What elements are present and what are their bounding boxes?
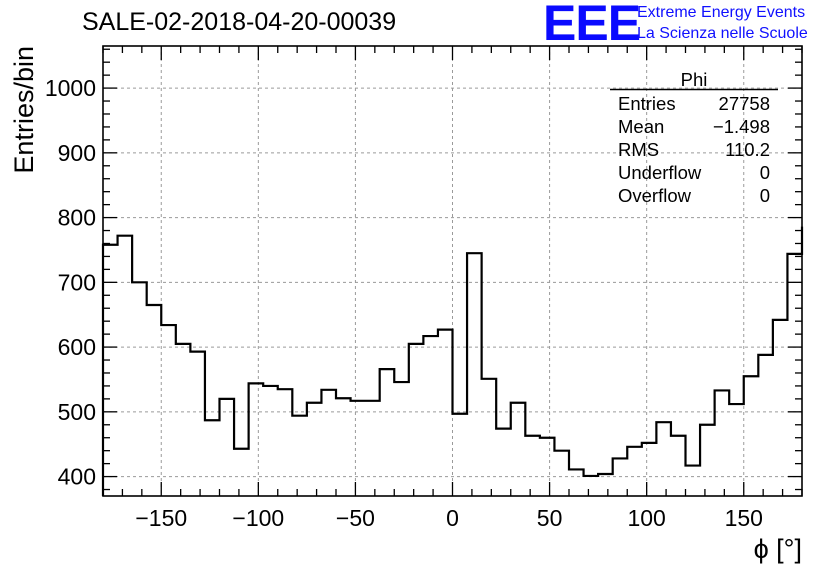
y-tick-label: 600 — [58, 334, 96, 360]
stats-label-entries: Entries — [618, 93, 676, 114]
y-tick-label: 1000 — [45, 75, 96, 101]
y-axis-title: Entries/bin — [9, 46, 39, 174]
x-tick-label: 50 — [537, 505, 563, 531]
stats-label-underflow: Underflow — [618, 162, 702, 183]
stats-value-underflow: 0 — [760, 162, 770, 183]
stats-value-entries: 27758 — [719, 93, 770, 114]
logo-text-line-2: La Scienza nelle Scuole — [637, 25, 808, 42]
axis-ticks — [102, 46, 803, 496]
x-tick-labels: −150 −100 −50 0 50 100 150 — [135, 505, 763, 531]
x-tick-label: 0 — [446, 505, 459, 531]
eee-logo: EEE — [543, 0, 641, 51]
stats-value-overflow: 0 — [760, 185, 770, 206]
stats-label-mean: Mean — [618, 116, 664, 137]
histogram-step-line — [101, 226, 804, 496]
logo-text-line-1: Extreme Energy Events — [637, 4, 806, 21]
x-axis-title: ϕ [°] — [754, 534, 802, 564]
x-tick-label: −150 — [135, 505, 187, 531]
y-tick-label: 400 — [58, 464, 96, 490]
x-tick-label: −50 — [336, 505, 375, 531]
y-tick-label: 500 — [58, 399, 96, 425]
y-tick-labels: 400 500 600 700 800 900 1000 — [45, 75, 96, 489]
stats-value-rms: 110.2 — [725, 139, 770, 160]
y-tick-label: 900 — [58, 140, 96, 166]
chart-title: SALE-02-2018-04-20-00039 — [82, 8, 397, 36]
x-tick-label: −100 — [232, 505, 284, 531]
x-tick-label: 150 — [725, 505, 763, 531]
grid-lines — [103, 46, 802, 496]
stats-value-mean: −1.498 — [713, 116, 770, 137]
stats-title: Phi — [681, 69, 708, 90]
stats-box: Phi Entries 27758 Mean −1.498 RMS 110.2 … — [610, 69, 778, 206]
stats-label-overflow: Overflow — [618, 185, 692, 206]
plot-frame — [102, 45, 803, 497]
y-tick-label: 700 — [58, 269, 96, 295]
x-tick-label: 100 — [627, 505, 665, 531]
stats-label-rms: RMS — [618, 139, 659, 160]
y-tick-label: 800 — [58, 205, 96, 231]
